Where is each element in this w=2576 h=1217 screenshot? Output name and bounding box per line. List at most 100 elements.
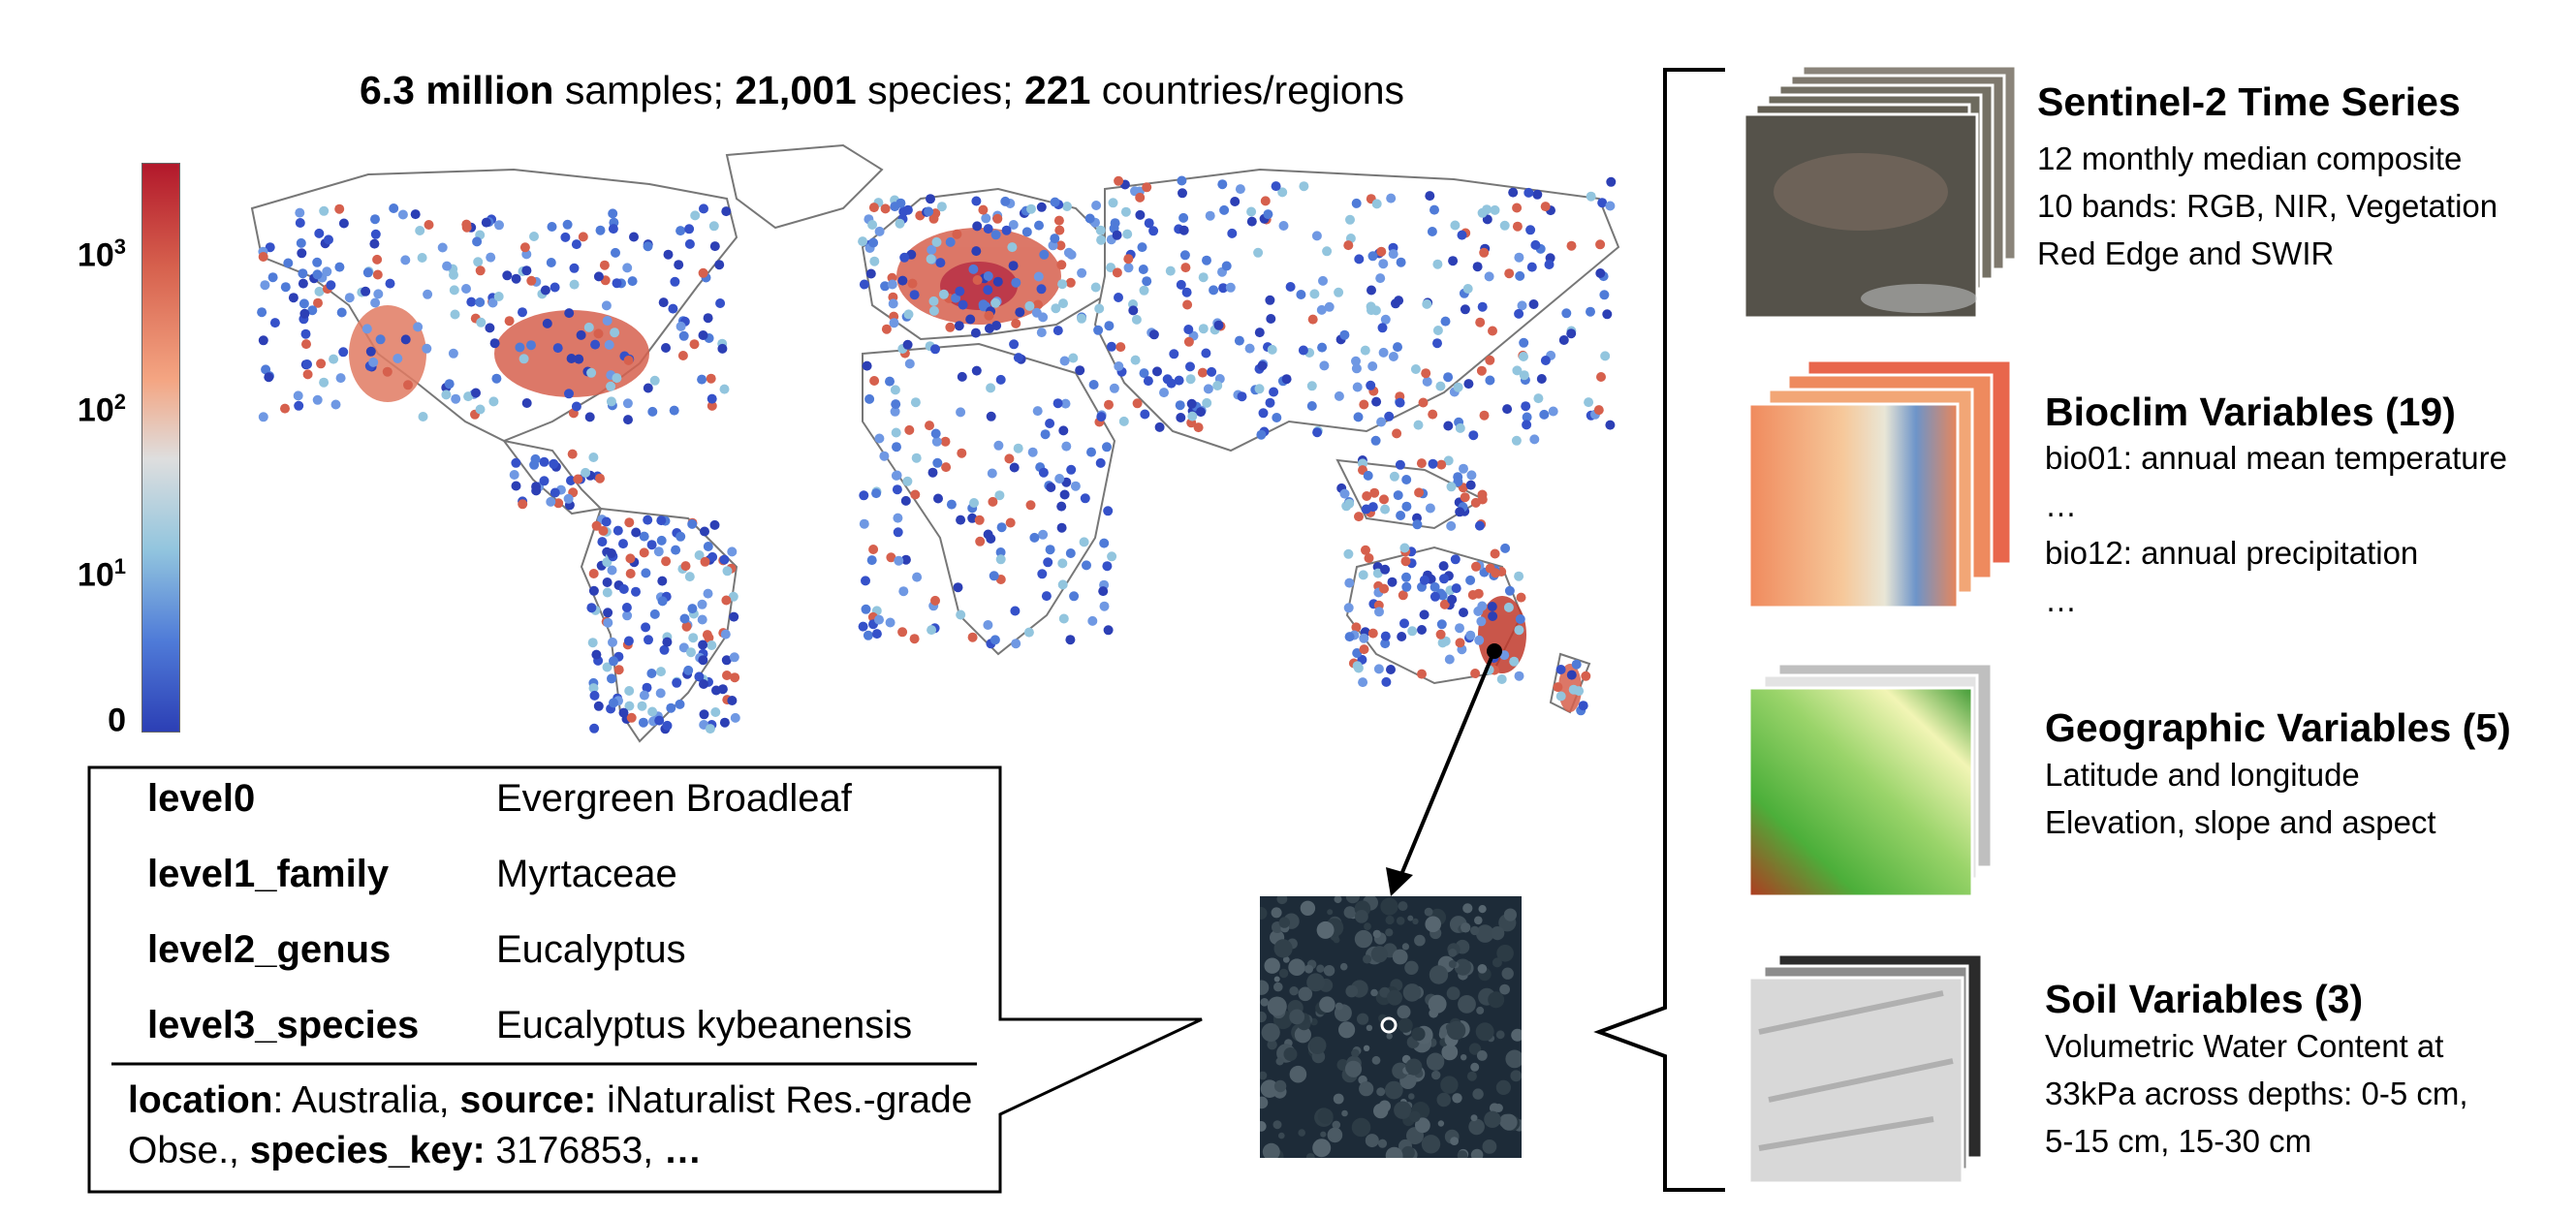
sample-dot <box>1193 422 1204 433</box>
sample-dot <box>472 236 483 247</box>
sample-dot <box>1186 398 1197 409</box>
tree-canopy <box>1495 1079 1511 1095</box>
sample-dot <box>518 307 527 318</box>
sample-dot <box>466 296 477 307</box>
attr-key: level2_genus <box>147 928 392 971</box>
sample-dot <box>1045 419 1055 428</box>
sample-dot <box>1584 397 1594 408</box>
sample-dot <box>1181 287 1192 297</box>
tree-canopy <box>1394 1101 1412 1119</box>
sample-dot <box>362 267 373 278</box>
sample-dot <box>1367 251 1378 262</box>
sample-dot <box>1432 338 1442 349</box>
sample-dot <box>449 269 458 280</box>
sample-dot <box>1010 606 1021 616</box>
sample-dot <box>698 267 708 278</box>
sample-dot <box>902 204 913 215</box>
tree-canopy <box>1260 980 1270 995</box>
tree-canopy <box>1323 965 1335 977</box>
sample-dot <box>1595 239 1606 250</box>
sample-dot <box>1056 260 1067 270</box>
layer-title-soil: Soil Variables (3) <box>2045 977 2364 1021</box>
sample-dot <box>952 229 962 239</box>
sample-dot <box>319 377 330 388</box>
sample-dot <box>530 453 541 464</box>
sample-dot <box>1036 328 1047 338</box>
sample-dot <box>1299 181 1309 192</box>
sample-dot <box>885 617 895 628</box>
sample-dot <box>940 436 951 447</box>
tree-canopy <box>1476 1006 1485 1014</box>
sample-dot <box>1104 399 1114 410</box>
sample-dot <box>909 290 920 300</box>
tree-canopy <box>1446 1020 1466 1041</box>
sample-dot <box>623 355 634 365</box>
sample-dot <box>1066 464 1077 475</box>
sample-dot <box>703 588 713 599</box>
sample-dot <box>312 257 323 267</box>
sample-dot <box>1398 590 1408 601</box>
sample-dot <box>719 384 730 394</box>
sample-dot <box>583 322 594 332</box>
sample-dot <box>422 343 432 354</box>
sample-dot <box>1088 380 1099 390</box>
sample-dot <box>1376 417 1387 427</box>
sample-dot <box>1115 342 1126 353</box>
sample-dot <box>576 329 586 340</box>
sample-dot <box>684 238 695 249</box>
sample-dot <box>694 671 705 682</box>
sample-dot <box>1369 487 1380 498</box>
sample-dot <box>1230 197 1241 206</box>
sample-dot <box>1361 504 1371 515</box>
species-label: species; <box>867 68 1014 112</box>
sample-dot <box>511 481 521 491</box>
tree-canopy <box>1366 1024 1373 1031</box>
sample-dot <box>1009 339 1020 350</box>
sample-dot <box>1558 335 1569 345</box>
sample-dot <box>1025 500 1036 511</box>
sample-dot <box>1436 619 1447 630</box>
sample-dot <box>562 219 573 230</box>
sample-dot <box>715 298 726 308</box>
sample-dot <box>1185 374 1196 385</box>
sample-dot <box>1118 416 1129 426</box>
sample-dot <box>1477 301 1488 312</box>
sample-dot <box>590 339 601 350</box>
sample-dot <box>1205 210 1215 221</box>
sample-dot <box>335 373 346 384</box>
sample-dot <box>400 334 411 345</box>
sample-dot <box>574 354 584 364</box>
sample-dot <box>491 373 502 384</box>
layer-desc-bioclim: bio01: annual mean temperature … bio12: … <box>2045 440 2507 618</box>
sample-dot <box>727 696 738 705</box>
tree-canopy <box>1468 1043 1482 1055</box>
tree-canopy <box>1384 1080 1403 1100</box>
sample-dot <box>531 485 542 496</box>
sample-dot <box>1043 557 1053 568</box>
sample-dot <box>986 411 996 421</box>
sample-dot <box>722 671 732 680</box>
sample-dot <box>602 587 613 598</box>
sample-dot <box>1388 352 1398 361</box>
sample-dot <box>601 516 612 527</box>
sample-dot <box>1553 682 1563 693</box>
sample-dot <box>1519 337 1529 348</box>
sample-dot <box>1128 305 1139 316</box>
sample-dot <box>1378 347 1389 358</box>
sample-dot <box>1094 303 1105 314</box>
sample-dot <box>567 449 578 459</box>
sample-dot <box>1099 538 1110 548</box>
sample-dot <box>1180 263 1191 273</box>
sample-dot <box>608 208 618 219</box>
tree-canopy <box>1380 897 1398 916</box>
sample-dot <box>1298 345 1308 356</box>
sample-dot <box>269 318 280 328</box>
sample-dot <box>1462 284 1473 294</box>
sample-dot <box>586 367 597 378</box>
attr-key: level3_species <box>147 1004 420 1046</box>
sample-dot <box>449 285 459 296</box>
sample-dot <box>1306 401 1317 411</box>
sample-dot <box>1052 326 1063 336</box>
sample-dot <box>1455 507 1465 517</box>
sample-dot <box>677 351 688 360</box>
